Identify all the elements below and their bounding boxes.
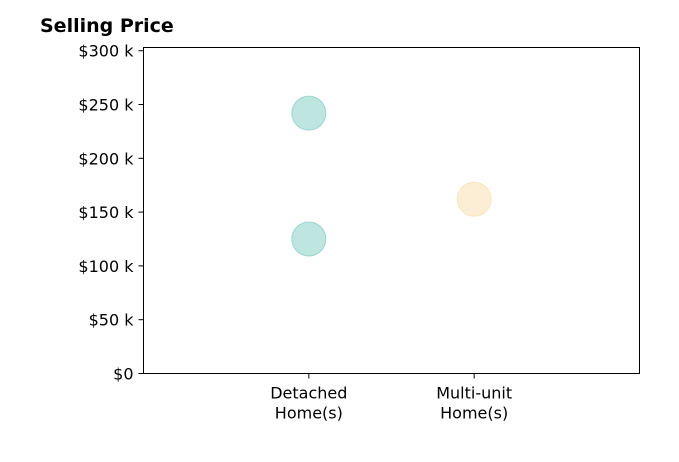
- x-axis: Detached Home(s)Multi-unit Home(s): [270, 373, 512, 423]
- y-tick-label: $200 k: [78, 149, 134, 168]
- data-point: [291, 95, 327, 131]
- x-tick-label-line: Multi-unit: [436, 384, 512, 403]
- y-tick-label: $100 k: [78, 257, 134, 276]
- x-tick-label: Detached Home(s): [270, 384, 347, 423]
- y-tick-label: $0: [113, 365, 133, 384]
- y-tick-label: $50 k: [89, 311, 135, 330]
- data-point: [456, 181, 492, 217]
- x-tick-label-line: Home(s): [440, 404, 508, 423]
- y-tick-label: $300 k: [78, 42, 134, 61]
- chart-title: Selling Price: [40, 15, 174, 37]
- data-point: [291, 221, 327, 257]
- y-tick-label: $250 k: [78, 96, 134, 115]
- y-axis: $0 $50 k $100 k $150 k $200 k $250 k $300 k: [78, 42, 144, 384]
- y-tick-label: $150 k: [78, 203, 134, 222]
- x-tick-label: Multi-unit Home(s): [436, 384, 512, 423]
- data-points: [291, 95, 492, 257]
- plot-frame: [143, 47, 640, 374]
- x-tick-label-line: Home(s): [275, 404, 343, 423]
- x-tick-label-line: Detached: [270, 384, 347, 403]
